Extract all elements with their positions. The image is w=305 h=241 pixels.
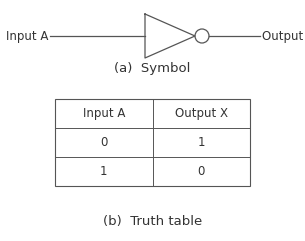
Text: 0: 0 [100, 136, 107, 149]
Text: Input A: Input A [5, 29, 48, 42]
Text: Output X: Output X [262, 29, 305, 42]
Text: 1: 1 [100, 165, 107, 178]
Bar [55, 99, 250, 186]
Text: Output X: Output X [175, 107, 228, 120]
Text: (b)  Truth table: (b) Truth table [103, 215, 202, 228]
Text: (a)  Symbol: (a) Symbol [114, 61, 191, 74]
Text: Input A: Input A [83, 107, 125, 120]
Text: 1: 1 [198, 136, 205, 149]
Text: 0: 0 [198, 165, 205, 178]
